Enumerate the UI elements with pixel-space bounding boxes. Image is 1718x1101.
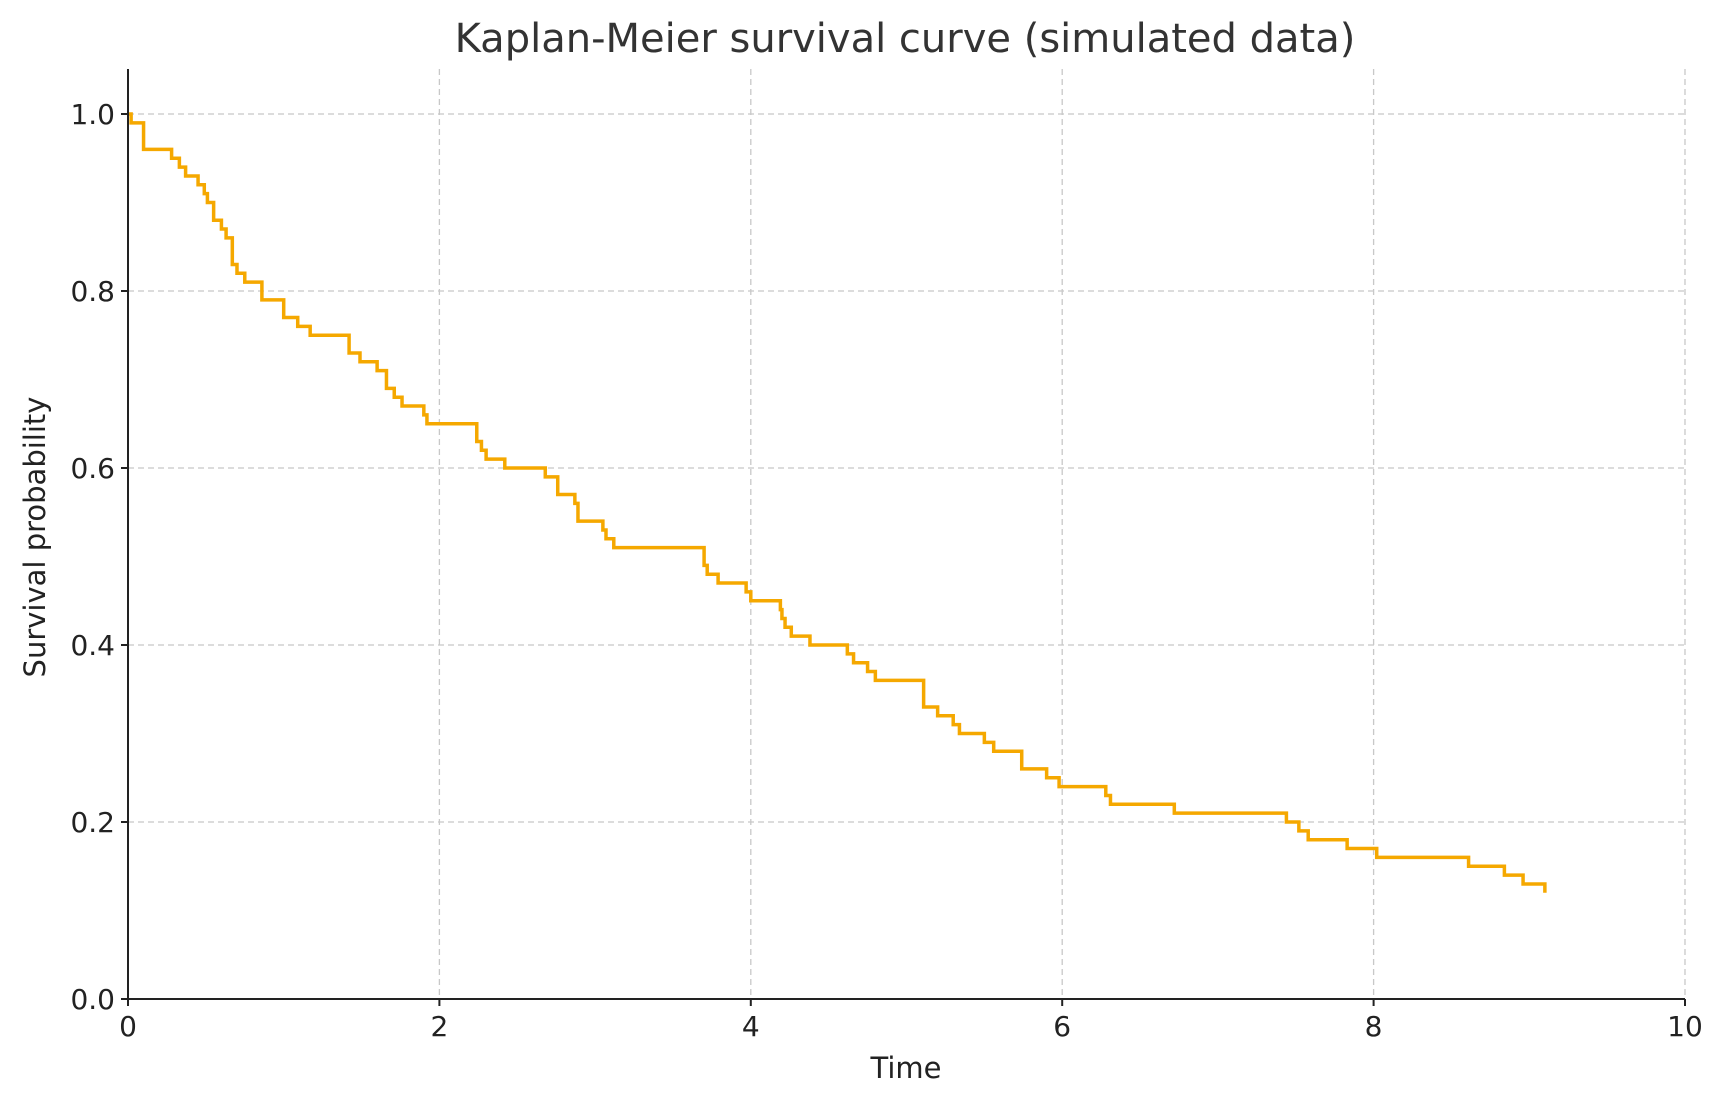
x-tick-label: 2 — [430, 1010, 448, 1043]
x-tick-label: 4 — [742, 1010, 760, 1043]
y-tick-label: 1.0 — [70, 98, 115, 131]
chart-title: Kaplan-Meier survival curve (simulated d… — [455, 16, 1356, 62]
x-tick-label: 0 — [119, 1010, 137, 1043]
y-tick-label: 0.0 — [70, 983, 115, 1016]
x-tick-label: 6 — [1053, 1010, 1071, 1043]
y-tick-label: 0.8 — [70, 275, 115, 308]
y-tick-label: 0.6 — [70, 452, 115, 485]
y-tick-label: 0.4 — [70, 629, 115, 662]
series-layer — [128, 112, 1547, 893]
axes — [127, 69, 1685, 1000]
km-survival-step-line — [128, 112, 1547, 893]
x-tick-label: 8 — [1365, 1010, 1383, 1043]
y-tick-label: 0.2 — [70, 806, 115, 839]
y-axis-label: Survival probability — [18, 397, 52, 678]
grid — [128, 69, 1686, 999]
x-axis-label: Time — [870, 1051, 942, 1085]
ticks: 0 2 4 6 8 10 0.0 0.2 0.4 0.6 0.8 1.0 — [70, 98, 1702, 1043]
x-tick-label: 10 — [1667, 1010, 1703, 1043]
